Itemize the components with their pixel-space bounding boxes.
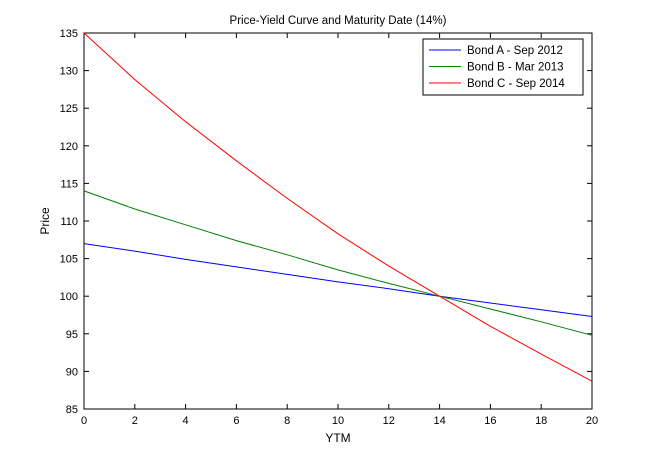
x-tick-label: 18 — [535, 415, 547, 427]
series-layer — [83, 32, 593, 382]
y-tick-label: 90 — [66, 366, 78, 378]
y-tick-label: 125 — [60, 103, 78, 115]
legend: Bond A - Sep 2012 Bond B - Mar 2013 Bond C… — [422, 38, 584, 96]
y-axis-label: Price — [38, 207, 52, 235]
legend-label-1: Bond A - Sep 2012 — [467, 45, 563, 57]
x-tick-label: 10 — [332, 415, 344, 427]
y-tick-label: 95 — [66, 329, 78, 341]
y-tick-label: 100 — [60, 291, 78, 303]
x-axis-label: YTM — [325, 431, 350, 445]
plot-area — [83, 32, 593, 410]
series-line-3 — [83, 32, 593, 382]
y-tick-label: 130 — [60, 66, 78, 78]
y-tick-label: 135 — [60, 28, 78, 40]
y-tick-label: 120 — [60, 141, 78, 153]
legend-label-3: Bond C - Sep 2014 — [467, 78, 565, 90]
y-tick-label: 115 — [60, 178, 78, 190]
legend-label-2: Bond B - Mar 2013 — [467, 62, 564, 74]
y-tick-label: 85 — [66, 404, 78, 416]
x-tick-label: 0 — [81, 415, 87, 427]
x-tick-label: 20 — [586, 415, 598, 427]
chart-title: Price-Yield Curve and Maturity Date (14%… — [230, 15, 447, 27]
x-tick-label: 12 — [383, 415, 395, 427]
series-line-1 — [83, 243, 593, 317]
series-line-2 — [83, 190, 593, 336]
x-tick-label: 8 — [284, 415, 290, 427]
x-tick-label: 16 — [484, 415, 496, 427]
x-tick-label: 4 — [183, 415, 189, 427]
y-tick-label: 105 — [60, 254, 78, 266]
x-tick-label: 2 — [132, 415, 138, 427]
axis-ticks: 0 2 4 6 8 10 12 14 16 18 20 85 90 95 100 105 110 115 120 12… — [60, 28, 598, 427]
x-tick-label: 6 — [233, 415, 239, 427]
x-tick-label: 14 — [433, 415, 445, 427]
y-tick-label: 110 — [60, 216, 78, 228]
